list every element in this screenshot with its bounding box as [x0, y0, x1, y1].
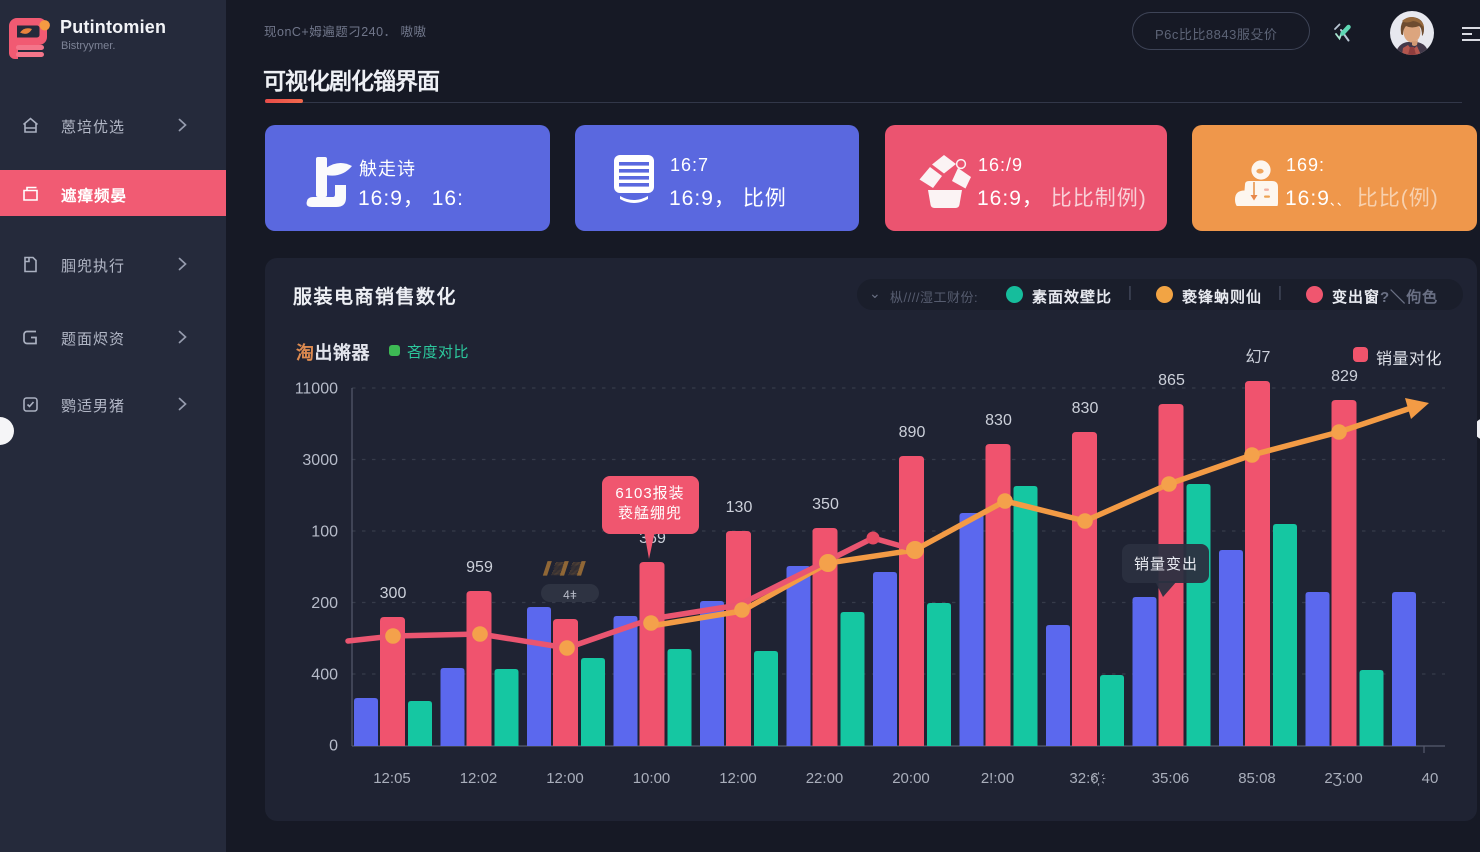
svg-text:35:06: 35:06: [1152, 770, 1190, 787]
svg-text:20:00: 20:00: [892, 770, 930, 787]
svg-text:11000: 11000: [295, 381, 338, 398]
svg-text:22:00: 22:00: [806, 770, 844, 787]
svg-text:829: 829: [1331, 368, 1358, 385]
svg-text:890: 890: [899, 424, 926, 441]
svg-text:12:00: 12:00: [719, 770, 757, 787]
svg-text:0: 0: [329, 738, 338, 755]
svg-text:2!:00: 2!:00: [981, 770, 1014, 787]
svg-text:32:6҉: 32:6҉: [1069, 770, 1105, 787]
svg-text:830: 830: [985, 412, 1012, 429]
svg-text:销量变出: 销量变出: [1134, 556, 1198, 573]
svg-text:12:05: 12:05: [373, 770, 411, 787]
svg-text:10:00: 10:00: [633, 770, 671, 787]
svg-text:959: 959: [466, 559, 493, 576]
svg-text:300: 300: [380, 585, 407, 602]
svg-text:4ǂ: 4ǂ: [563, 588, 577, 602]
svg-text:100: 100: [311, 524, 338, 541]
svg-text:85:08: 85:08: [1238, 770, 1276, 787]
svg-text:830: 830: [1072, 400, 1099, 417]
svg-text:130: 130: [726, 499, 753, 516]
svg-text:6103报装: 6103报装: [615, 485, 684, 502]
svg-text:200: 200: [311, 595, 338, 612]
svg-text:▌▒▌▒▌: ▌▒▌▒▌: [543, 560, 591, 576]
svg-text:12:02: 12:02: [460, 770, 498, 787]
svg-text:3000: 3000: [302, 452, 338, 469]
svg-text:350: 350: [812, 496, 839, 513]
svg-text:亵艋绷兜: 亵艋绷兜: [618, 504, 682, 522]
svg-text:865: 865: [1158, 372, 1185, 389]
svg-text:2Ʒ:00: 2Ʒ:00: [1324, 770, 1362, 787]
svg-text:40: 40: [1422, 770, 1439, 787]
svg-text:400: 400: [311, 667, 338, 684]
svg-text:12:00: 12:00: [546, 770, 584, 787]
svg-text:幻7: 幻7: [1246, 348, 1271, 366]
